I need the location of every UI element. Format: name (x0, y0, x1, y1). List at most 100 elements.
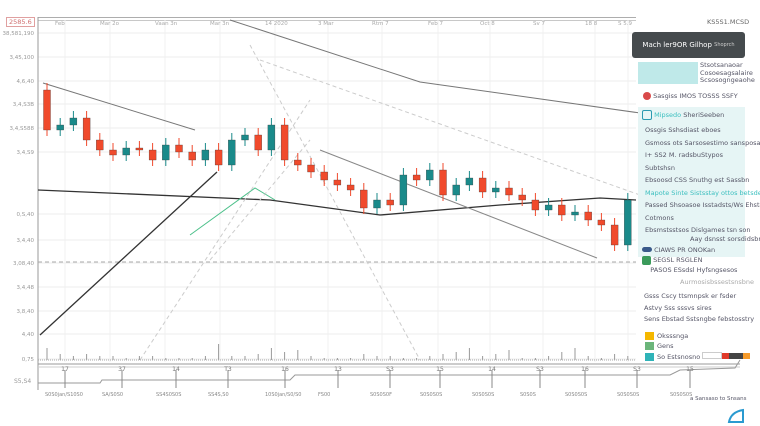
navigator-note: a Sansaso to Snsans (690, 396, 747, 402)
legend-label: So Estsnosno (657, 353, 701, 361)
trend-line (319, 149, 598, 259)
block1-line: Scsosogngeaohe (700, 76, 755, 84)
item1[interactable]: Sasgiss IMOS TOSSS SSFY (643, 92, 738, 100)
x-tick-top: 18 8 (585, 21, 598, 27)
y-tick-label: 38,581,190 (3, 31, 35, 37)
top-border-inner (38, 20, 636, 21)
candle-body (386, 199, 394, 206)
detail-line: Ebsoosd CSS Snuthg est Sassbn (645, 176, 750, 184)
candle-body (294, 159, 302, 166)
x-tick-bottom: 37 (118, 366, 126, 373)
legend-swatch (645, 332, 654, 340)
x-tick-bottom: 16 (581, 366, 589, 373)
candle-body (558, 204, 566, 216)
candle-body (373, 199, 381, 209)
candle-body (69, 117, 78, 126)
x-tick-top: S 5.9 (618, 21, 632, 27)
candle-body (320, 171, 328, 181)
x-tick-bottom: S3 (536, 366, 544, 373)
block1: Stsotsanaoar Cosoesagsalaire Scsosogngea… (700, 61, 755, 85)
navigator-line (38, 359, 741, 384)
navigator-label: S0S0S0S (565, 392, 587, 398)
shield-icon (642, 255, 651, 265)
legend-text: Gsss Cscy ttsmnpsk er fsder Astvy Sss ss… (644, 291, 754, 326)
detail-line: Subtshsn (645, 163, 675, 172)
candle-body (465, 177, 474, 186)
logo-icon (727, 408, 744, 423)
x-tick-bottom: 16 (281, 366, 289, 373)
candle-body (241, 134, 249, 141)
grid (37, 17, 636, 390)
trend-line (229, 19, 641, 114)
y-tick-label: 3,4,S588 (10, 126, 35, 132)
status-label: SEGSL RSGLEN (653, 256, 703, 264)
candle-body (43, 89, 51, 131)
candle-body (148, 149, 157, 161)
y-tick-label: 4,6,40 (17, 79, 35, 85)
trend-lines[interactable] (37, 19, 641, 361)
legend-item[interactable]: Gens (645, 342, 674, 350)
candle-body (162, 144, 170, 161)
status-item[interactable]: SEGSL RSGLEN (642, 255, 737, 265)
item2[interactable]: Mipsedo SheriSeeben (642, 110, 724, 120)
legend-item[interactable]: So Estsnosno (645, 352, 751, 361)
detail-line: Cotmons (645, 213, 674, 222)
color-bar-dark (729, 353, 744, 359)
y-tick-label: 0,S,40 (17, 212, 35, 218)
y-tick-label: 3,4,S9 (17, 150, 35, 156)
candle-body (201, 149, 210, 161)
legend-label: Oksssnga (657, 332, 689, 340)
x-tick-top: 3 Mar (318, 21, 334, 27)
panel-title-button[interactable]: Mach ler9OR Gilhop Shoprch (632, 32, 745, 58)
x-tick-bottom: T3 (223, 366, 232, 373)
status-list: CIAWS PR ONOKan SEGSL RSGLEN PASOS ESsds… (642, 245, 737, 275)
x-tick-top: Feb 7 (428, 21, 443, 27)
candle-body (492, 187, 500, 193)
y-tick-label: 3,8,40 (17, 309, 35, 315)
candle-body (228, 139, 236, 166)
candle-body (518, 194, 526, 201)
color-bar-red (722, 353, 730, 359)
price-box: 2585.6 (6, 17, 35, 27)
candle-body (531, 199, 540, 211)
details-card (638, 107, 745, 257)
candle-body (346, 184, 355, 191)
legend-item[interactable]: Oksssnga (645, 332, 688, 340)
cloud-icon (643, 92, 651, 100)
dashed-line (249, 44, 421, 361)
legend-line: Astvy Sss sssvs sires (644, 303, 712, 312)
x-tick-bottom: 13 (334, 366, 342, 373)
block1-line: Stsotsanaoar (700, 61, 743, 69)
toggle-icon[interactable] (642, 247, 652, 252)
candle-body (571, 211, 579, 216)
x-tick-bottom: S3 (633, 366, 641, 373)
item2-accent: Mipsedo (654, 111, 682, 119)
navigator-label: S0S0S0S (420, 392, 442, 398)
candle-body (267, 124, 276, 151)
x-tick-top: Feb (55, 21, 65, 27)
dashed-line (139, 99, 311, 361)
navigator-label: S0S0S0S (617, 392, 639, 398)
candles (43, 83, 632, 251)
y-tick-label: 4,40 (22, 332, 35, 338)
candle-body (478, 177, 487, 193)
x-tick-bottom: 15 (436, 366, 444, 373)
candle-body (360, 189, 368, 209)
detail-line: Ebsmstsstsos Dislgames tsn son (645, 226, 751, 234)
x-tick-top: Mar 3n (210, 21, 230, 27)
dashed-line (209, 139, 311, 261)
candle-body (544, 204, 553, 211)
status-item[interactable]: CIAWS PR ONOKan (642, 245, 737, 255)
trend-line (189, 187, 276, 236)
panel-title-sub: Shoprch (714, 42, 735, 48)
x-tick-bottom: 14 (172, 366, 180, 373)
status-item[interactable]: PASOS ESsdsl Hyfsngsesos (642, 265, 737, 275)
trend-line (39, 171, 218, 336)
detail-line: I+ SS2 M. radsbuStypos (645, 151, 724, 159)
navigator-label: SA/S0S0 (102, 392, 123, 398)
y-tick-label: 0,75 (22, 357, 35, 363)
y-tick-label: 3,4,48 (17, 285, 35, 291)
legend-label: Gens (657, 342, 674, 350)
